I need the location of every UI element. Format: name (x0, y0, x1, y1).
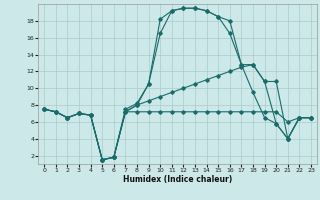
X-axis label: Humidex (Indice chaleur): Humidex (Indice chaleur) (123, 175, 232, 184)
